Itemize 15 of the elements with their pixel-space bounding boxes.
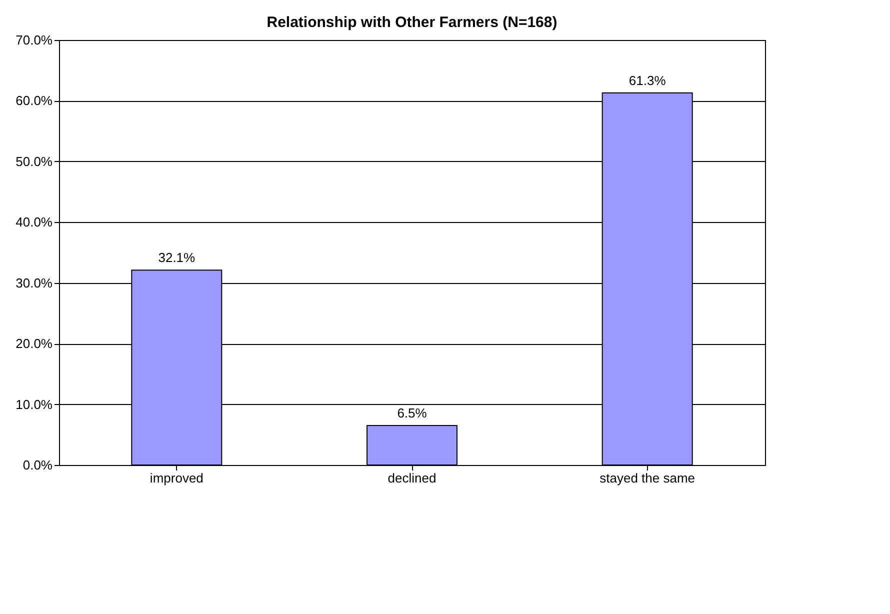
y-tick-label: 20.0%: [16, 336, 53, 352]
data-label: 61.3%: [628, 72, 666, 88]
y-tick-label: 70.0%: [16, 32, 53, 48]
y-tick-label: 60.0%: [16, 93, 53, 108]
y-tick-label: 30.0%: [16, 275, 53, 290]
data-label: 32.1%: [158, 250, 196, 266]
y-tick-label: 10.0%: [16, 396, 53, 412]
x-tick-label: stayed the same: [600, 470, 696, 486]
chart-title: Relationship with Other Farmers (N=168): [266, 14, 558, 31]
y-tick-label: 40.0%: [16, 214, 53, 230]
data-label: 6.5%: [397, 406, 428, 421]
y-tick-label: 50.0%: [16, 154, 53, 169]
y-tick-label: 0.0%: [22, 458, 53, 472]
x-tick-label: improved: [150, 470, 204, 486]
x-tick-label: declined: [388, 470, 436, 486]
